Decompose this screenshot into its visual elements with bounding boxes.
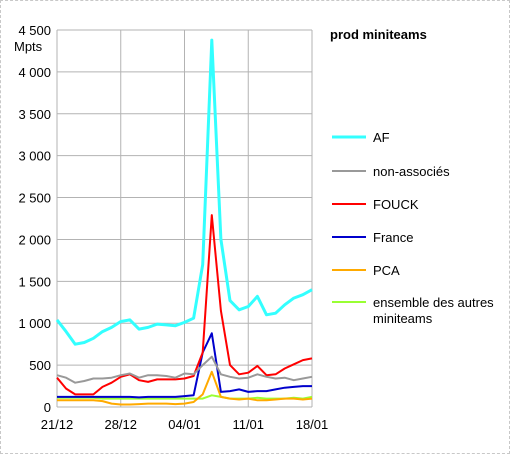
series-line (57, 332, 312, 399)
series-lines (55, 38, 313, 406)
y-tick-label: 1 500 (18, 274, 51, 289)
y-tick-label: 2 000 (18, 232, 51, 247)
chart-title: prod miniteams (330, 27, 427, 42)
x-tick-label: 21/12 (41, 417, 74, 432)
y-tick-label: 3 500 (18, 107, 51, 122)
x-tick-label: 28/12 (104, 417, 137, 432)
y-tick-label: 500 (29, 358, 51, 373)
y-tick-label: 4 500 (18, 23, 51, 38)
legend-label: PCA (373, 263, 400, 278)
series-line (55, 38, 313, 346)
y-tick-label: 1 000 (18, 316, 51, 331)
y-tick-label: 4 000 (18, 65, 51, 80)
y-tick-label: 3 000 (18, 149, 51, 164)
legend-label: AF (373, 130, 390, 145)
series-line (57, 394, 313, 400)
grid-lines (56, 29, 313, 407)
series-line (56, 214, 313, 396)
legend: AF non-associés FOUCK France PCA ensemble des… (332, 130, 494, 326)
legend-label: FOUCK (373, 197, 419, 212)
legend-label: ensemble des autres miniteams (373, 295, 494, 326)
y-tick-label: 2 500 (18, 191, 51, 206)
legend-label: non-associés (373, 164, 450, 179)
y-axis-ticks: 0 500 1 000 1 500 2 000 2 500 3 000 3 500 4 000 4… (18, 23, 51, 415)
x-axis-ticks: 21/12 28/12 04/01 11/01 18/01 (41, 417, 329, 432)
series-line (57, 370, 313, 406)
x-tick-label: 04/01 (168, 417, 201, 432)
legend-label: France (373, 230, 413, 245)
y-axis-label: Mpts (14, 39, 43, 54)
x-tick-label: 11/01 (232, 417, 264, 432)
series-line (56, 355, 313, 384)
axes (56, 30, 312, 408)
y-tick-label: 0 (44, 400, 51, 415)
x-tick-label: 18/01 (296, 417, 329, 432)
